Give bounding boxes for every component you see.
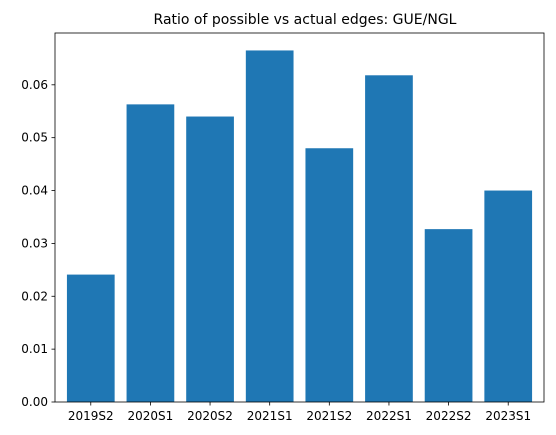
axes-frame <box>54 32 545 403</box>
plot-area: 0.00 0.01 0.02 0.03 0.04 0.05 0.06 2019S2 2020S1… <box>21 32 545 423</box>
x-tick-label: 2020S1 <box>128 409 174 423</box>
x-tick-label: 2019S2 <box>68 409 114 423</box>
bar-2019S2 <box>66 274 115 402</box>
bar-2022S1 <box>365 75 413 402</box>
y-tick-label: 0.05 <box>21 131 48 145</box>
bar-2020S2 <box>186 116 234 402</box>
x-tick-label: 2022S1 <box>366 409 412 423</box>
y-tick-label: 0.00 <box>21 395 48 409</box>
y-tick-label: 0.04 <box>21 184 48 198</box>
x-tick-label: 2022S2 <box>426 409 472 423</box>
x-tick-label: 2021S1 <box>247 409 293 423</box>
x-tick-label: 2020S2 <box>187 409 233 423</box>
bar-2022S2 <box>424 229 473 402</box>
x-tick-label: 2023S1 <box>485 409 531 423</box>
x-tick-label: 2021S2 <box>306 409 352 423</box>
bar-2021S2 <box>305 148 354 402</box>
chart-title: Ratio of possible vs actual edges: GUE/N… <box>154 12 457 28</box>
y-tick-label: 0.01 <box>21 342 48 356</box>
bar-2021S1 <box>245 50 294 402</box>
y-tick-label: 0.06 <box>21 78 48 92</box>
bar-2023S1 <box>484 190 533 402</box>
bar-2020S1 <box>126 104 175 403</box>
y-tick-label: 0.03 <box>21 236 48 250</box>
y-tick-label: 0.02 <box>21 289 48 303</box>
